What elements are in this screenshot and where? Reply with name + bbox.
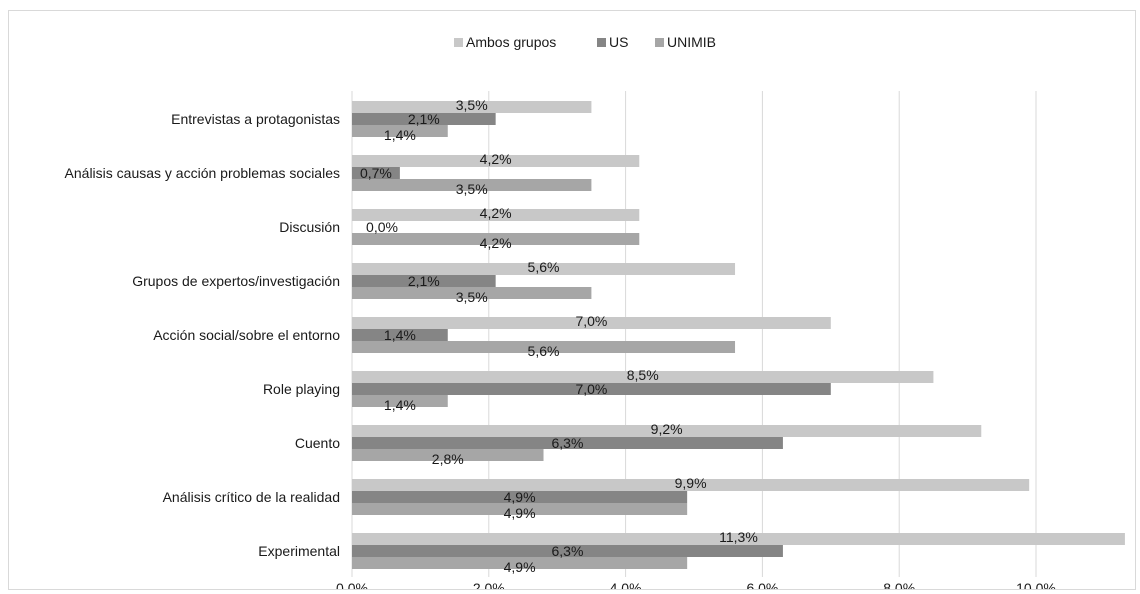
data-label-unimib: 4,9% bbox=[504, 559, 536, 575]
bar-us bbox=[352, 437, 783, 449]
data-label-unimib: 1,4% bbox=[384, 397, 416, 413]
data-label-us: 6,3% bbox=[551, 543, 583, 559]
data-label-us: 1,4% bbox=[384, 327, 416, 343]
legend-swatch-unimib bbox=[655, 38, 664, 47]
data-label-unimib: 3,5% bbox=[456, 289, 488, 305]
legend-swatch-us bbox=[597, 38, 606, 47]
bar-ambos-grupos bbox=[352, 533, 1125, 545]
data-label-unimib: 1,4% bbox=[384, 127, 416, 143]
chart-bars bbox=[352, 101, 1125, 569]
data-label-us: 4,9% bbox=[504, 489, 536, 505]
bar-ambos-grupos bbox=[352, 371, 934, 383]
x-tick-label: 4,0% bbox=[610, 580, 642, 589]
bar-us bbox=[352, 113, 496, 125]
bar-unimib bbox=[352, 395, 448, 407]
bar-chart: Ambos grupos US UNIMIB Entrevistas a prota… bbox=[65, 34, 1125, 594]
x-tick-label: 2,0% bbox=[473, 580, 505, 589]
category-label: Role playing bbox=[263, 381, 340, 397]
data-label-ambos-grupos: 3,5% bbox=[456, 97, 488, 113]
bar-unimib bbox=[352, 449, 544, 461]
bar-unimib bbox=[352, 179, 592, 191]
data-label-ambos-grupos: 9,9% bbox=[675, 475, 707, 491]
data-label-ambos-grupos: 9,2% bbox=[651, 421, 683, 437]
data-label-unimib: 2,8% bbox=[432, 451, 464, 467]
data-label-ambos-grupos: 7,0% bbox=[575, 313, 607, 329]
bar-us bbox=[352, 491, 688, 503]
bar-unimib bbox=[352, 287, 592, 299]
category-axis-labels: Entrevistas a protagonistas Análisis caus… bbox=[65, 111, 341, 559]
data-label-unimib: 4,2% bbox=[480, 235, 512, 251]
x-tick-label: 10,0% bbox=[1016, 580, 1056, 589]
x-tick-label: 0,0% bbox=[336, 580, 368, 589]
data-label-us: 7,0% bbox=[575, 381, 607, 397]
category-label: Análisis causas y acción problemas socia… bbox=[65, 165, 340, 181]
bar-unimib bbox=[352, 125, 448, 137]
value-axis-labels: 0,0% 2,0% 4,0% 6,0% 8,0% 10,0% bbox=[336, 580, 1056, 594]
bar-us bbox=[352, 167, 400, 179]
bar-unimib bbox=[352, 341, 736, 353]
data-label-us: 2,1% bbox=[408, 111, 440, 127]
data-labels: 3,5%2,1%1,4%4,2%0,7%3,5%4,2%0,0%4,2%5,6%… bbox=[360, 97, 758, 575]
category-label: Grupos de expertos/investigación bbox=[132, 273, 340, 289]
bar-ambos-grupos bbox=[352, 101, 592, 113]
data-label-us: 6,3% bbox=[551, 435, 583, 451]
legend-label-us: US bbox=[609, 34, 628, 50]
x-tick-label: 6,0% bbox=[746, 580, 778, 589]
bar-unimib bbox=[352, 233, 640, 245]
legend-swatch-ambos-grupos bbox=[454, 38, 463, 47]
category-label: Análisis crítico de la realidad bbox=[163, 489, 340, 505]
bar-unimib bbox=[352, 557, 688, 569]
chart-legend: Ambos grupos US UNIMIB bbox=[454, 34, 716, 50]
data-label-unimib: 3,5% bbox=[456, 181, 488, 197]
x-tick-label: 8,0% bbox=[883, 580, 915, 589]
data-label-unimib: 4,9% bbox=[504, 505, 536, 521]
data-label-us: 0,0% bbox=[366, 219, 398, 235]
legend-label-ambos-grupos: Ambos grupos bbox=[466, 34, 556, 50]
bar-us bbox=[352, 545, 783, 557]
data-label-ambos-grupos: 8,5% bbox=[627, 367, 659, 383]
data-label-ambos-grupos: 5,6% bbox=[528, 259, 560, 275]
bar-ambos-grupos bbox=[352, 263, 736, 275]
bar-ambos-grupos bbox=[352, 155, 640, 167]
bar-ambos-grupos bbox=[352, 425, 982, 437]
data-label-ambos-grupos: 4,2% bbox=[480, 151, 512, 167]
bar-us bbox=[352, 275, 496, 287]
data-label-us: 0,7% bbox=[360, 165, 392, 181]
bar-ambos-grupos bbox=[352, 317, 831, 329]
legend-label-unimib: UNIMIB bbox=[667, 34, 716, 50]
data-label-unimib: 5,6% bbox=[528, 343, 560, 359]
data-label-us: 2,1% bbox=[408, 273, 440, 289]
category-label: Cuento bbox=[295, 435, 340, 451]
category-label: Experimental bbox=[258, 543, 340, 559]
data-label-ambos-grupos: 4,2% bbox=[480, 205, 512, 221]
bar-us bbox=[352, 383, 831, 395]
category-label: Entrevistas a protagonistas bbox=[171, 111, 340, 127]
bar-us bbox=[352, 329, 448, 341]
bar-ambos-grupos bbox=[352, 479, 1030, 491]
chart-frame: Ambos grupos US UNIMIB Entrevistas a prota… bbox=[8, 10, 1136, 594]
category-label: Discusión bbox=[279, 219, 340, 235]
data-label-ambos-grupos: 11,3% bbox=[719, 529, 758, 545]
bar-unimib bbox=[352, 503, 688, 515]
category-label: Acción social/sobre el entorno bbox=[153, 327, 340, 343]
bar-ambos-grupos bbox=[352, 209, 640, 221]
